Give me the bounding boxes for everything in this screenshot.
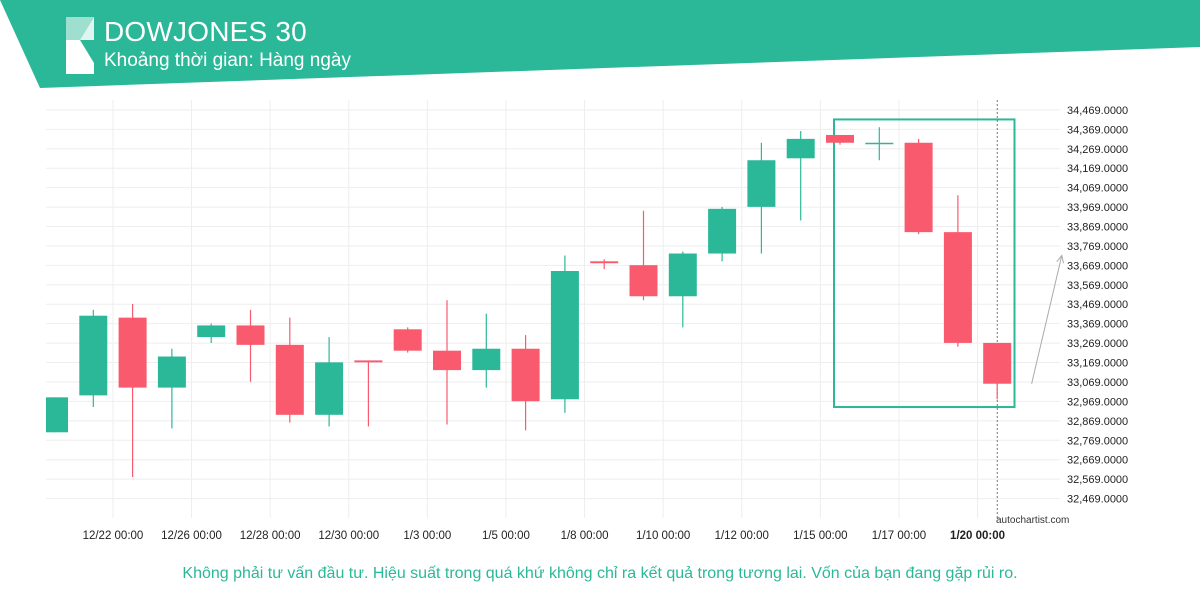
candle-body bbox=[708, 208, 737, 254]
y-tick-label: 32,969.0000 bbox=[1067, 396, 1128, 408]
y-tick-label: 32,869.0000 bbox=[1067, 416, 1128, 428]
y-tick-label: 34,469.0000 bbox=[1067, 105, 1128, 117]
y-tick-label: 32,469.0000 bbox=[1067, 494, 1128, 506]
candle-layer bbox=[46, 127, 1012, 477]
y-tick-label: 32,769.0000 bbox=[1067, 435, 1128, 447]
x-tick-label: 12/30 00:00 bbox=[318, 530, 379, 542]
disclaimer-text: Không phải tư vấn đầu tư. Hiệu suất tron… bbox=[182, 565, 1018, 582]
candle-body bbox=[275, 344, 304, 415]
candle-body bbox=[79, 315, 108, 396]
y-tick-label: 33,769.0000 bbox=[1067, 241, 1128, 253]
candle-body bbox=[865, 142, 894, 145]
x-tick-label: 12/26 00:00 bbox=[161, 530, 222, 542]
x-tick-label: 12/22 00:00 bbox=[83, 530, 144, 542]
x-tick-label: 1/15 00:00 bbox=[793, 530, 847, 542]
x-tick-label: 1/5 00:00 bbox=[482, 530, 530, 542]
x-tick-label: 12/28 00:00 bbox=[240, 530, 301, 542]
header-banner-shape bbox=[0, 0, 1200, 88]
candle-body bbox=[826, 134, 854, 143]
candle-body bbox=[629, 265, 658, 297]
y-tick-label: 34,169.0000 bbox=[1067, 163, 1128, 175]
pattern-layer bbox=[833, 100, 1065, 518]
forecast-arrow-line bbox=[1031, 255, 1063, 384]
candle-body bbox=[550, 271, 579, 400]
candle-body bbox=[590, 261, 619, 264]
candle-body bbox=[786, 138, 815, 159]
candle-body bbox=[393, 329, 422, 351]
y-tick-label: 33,869.0000 bbox=[1067, 222, 1128, 234]
candle-body bbox=[943, 232, 972, 343]
forecast-arrow-head bbox=[1056, 254, 1065, 264]
autochartist-logo-icon bbox=[66, 17, 94, 74]
candle-body bbox=[157, 356, 186, 388]
y-tick-label: 33,469.0000 bbox=[1067, 299, 1128, 311]
y-tick-label: 34,269.0000 bbox=[1067, 144, 1128, 156]
candle-body bbox=[511, 348, 540, 402]
candle-body bbox=[46, 397, 68, 433]
candle-body bbox=[433, 350, 461, 371]
y-tick-label: 33,269.0000 bbox=[1067, 338, 1128, 350]
candle-body bbox=[472, 348, 501, 371]
y-tick-label: 34,369.0000 bbox=[1067, 124, 1128, 136]
x-tick-label: 1/8 00:00 bbox=[561, 530, 609, 542]
candle-body bbox=[668, 253, 697, 297]
y-tick-label: 34,069.0000 bbox=[1067, 183, 1128, 195]
candle-body bbox=[904, 142, 933, 233]
candle-body bbox=[983, 342, 1012, 384]
chart-timeframe: Khoảng thời gian: Hàng ngày bbox=[104, 50, 351, 71]
x-tick-label: 1/3 00:00 bbox=[403, 530, 451, 542]
x-tick-label: 1/12 00:00 bbox=[715, 530, 769, 542]
x-axis: 12/22 00:00 12/26 00:00 12/28 00:00 12/30 0… bbox=[83, 530, 1005, 542]
y-tick-label: 33,369.0000 bbox=[1067, 319, 1128, 331]
x-tick-label: 1/20 00:00 bbox=[950, 530, 1005, 542]
y-tick-label: 33,169.0000 bbox=[1067, 358, 1128, 370]
y-tick-label: 33,569.0000 bbox=[1067, 280, 1128, 292]
y-tick-label: 33,969.0000 bbox=[1067, 202, 1128, 214]
watermark-text: autochartist.com bbox=[996, 515, 1069, 526]
y-tick-label: 33,069.0000 bbox=[1067, 377, 1128, 389]
y-tick-label: 32,669.0000 bbox=[1067, 455, 1128, 467]
x-tick-label: 1/10 00:00 bbox=[636, 530, 690, 542]
candle-body bbox=[747, 160, 776, 207]
y-axis: 32,469.0000 32,569.0000 32,669.0000 32,769.… bbox=[1067, 105, 1128, 506]
pattern-box bbox=[833, 118, 1016, 409]
x-tick-label: 1/17 00:00 bbox=[872, 530, 926, 542]
header-banner bbox=[0, 0, 1200, 88]
candle-body bbox=[118, 317, 147, 388]
candle-body bbox=[315, 362, 344, 415]
candle-body bbox=[197, 325, 226, 338]
candle-body bbox=[354, 360, 383, 363]
chart-title: DOWJONES 30 bbox=[104, 16, 307, 47]
y-tick-label: 32,569.0000 bbox=[1067, 474, 1128, 486]
y-tick-label: 33,669.0000 bbox=[1067, 260, 1128, 272]
candle-body bbox=[236, 325, 265, 345]
